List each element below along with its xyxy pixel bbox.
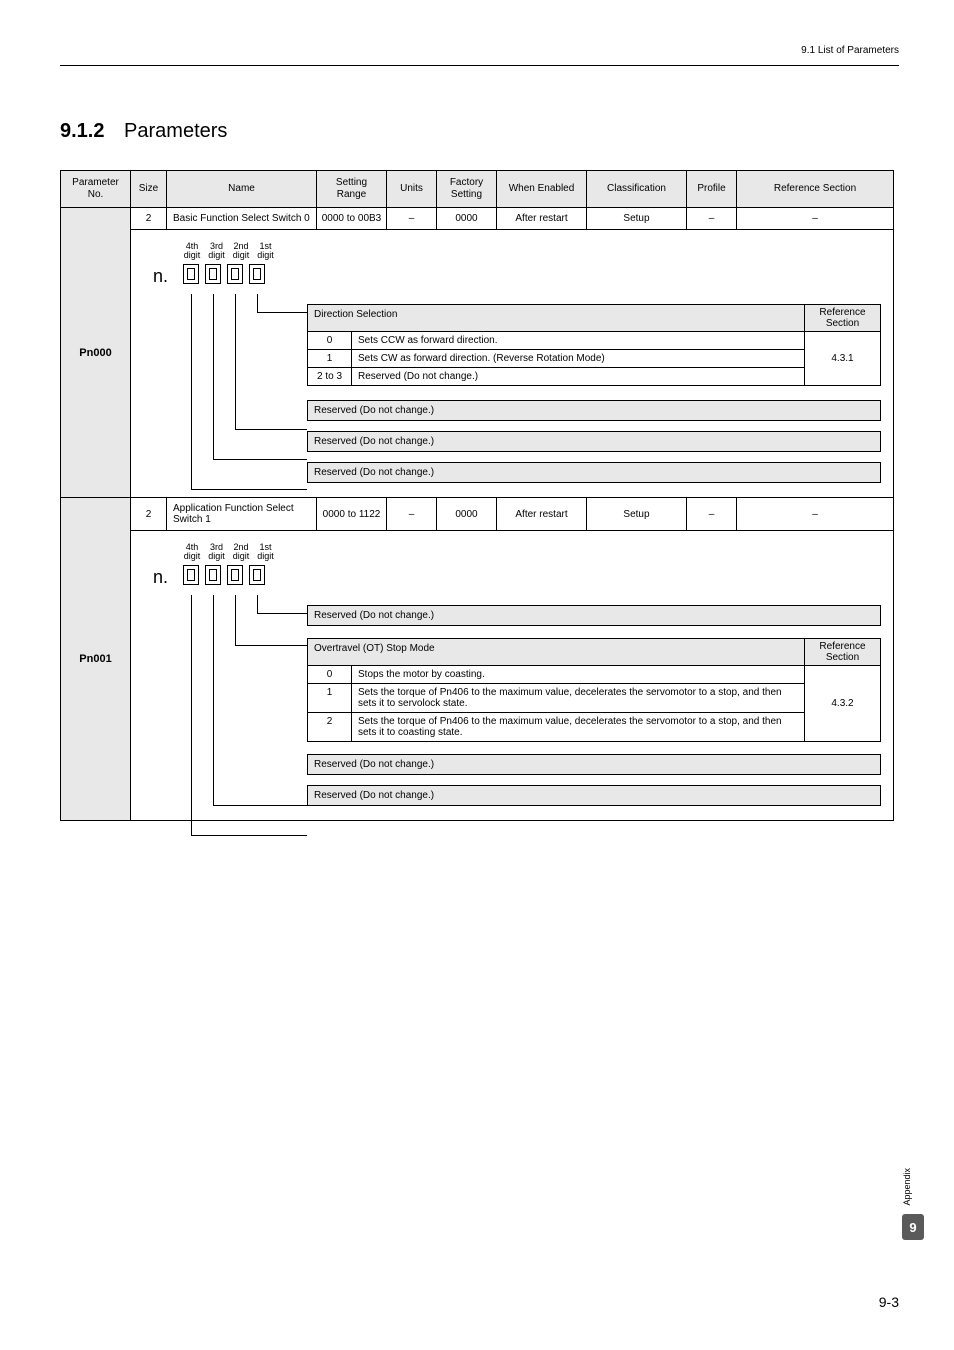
sub-code: 0: [308, 666, 352, 683]
sub-header-ref: Reference Section: [804, 305, 880, 331]
digit-box-icon: [227, 264, 243, 284]
table-row: Pn000 2 Basic Function Select Switch 0 0…: [61, 208, 894, 230]
sub-header-title: Direction Selection: [314, 309, 798, 327]
profile-cell: –: [687, 208, 737, 230]
section-heading: Parameters: [124, 120, 227, 142]
factory-setting-cell: 0000: [437, 208, 497, 230]
when-enabled-cell: After restart: [497, 498, 587, 531]
breadcrumb: 9.1 List of Parameters: [801, 45, 899, 56]
table-row: Pn001 2 Application Function Select Swit…: [61, 498, 894, 531]
sub-code: 1: [308, 350, 352, 367]
col-when-enabled: When Enabled: [497, 171, 587, 208]
when-enabled-cell: After restart: [497, 208, 587, 230]
sub-row: 2 Sets the torque of Pn406 to the maximu…: [307, 713, 805, 742]
sub-ref-value: 4.3.1: [805, 332, 881, 386]
col-reference-section: Reference Section: [737, 171, 894, 208]
sub-header-ref: Reference Section: [804, 639, 880, 665]
reference-section-cell: –: [737, 208, 894, 230]
digit-box-icon: [205, 264, 221, 284]
digit-sub: digit: [230, 552, 252, 561]
profile-cell: –: [687, 498, 737, 531]
sub-desc: Sets the torque of Pn406 to the maximum …: [352, 684, 804, 712]
digit-sub: digit: [181, 251, 203, 260]
param-no-cell: Pn000: [61, 208, 131, 498]
units-cell: –: [387, 208, 437, 230]
header-rule: [60, 65, 899, 66]
n-prefix: n.: [153, 567, 168, 588]
name-cell: Basic Function Select Switch 0: [167, 208, 317, 230]
classification-cell: Setup: [587, 498, 687, 531]
reserved-bar: Reserved (Do not change.): [307, 785, 881, 806]
digit-sub: digit: [255, 552, 277, 561]
section-number: 9.1.2: [60, 120, 104, 142]
digit-box-icon: [249, 565, 265, 585]
col-classification: Classification: [587, 171, 687, 208]
digit-sub: digit: [230, 251, 252, 260]
side-tab-chapter: 9: [902, 1214, 924, 1240]
detail-cell: 4th 3rd 2nd 1st digit digit digit digit …: [131, 230, 894, 498]
digit-sub: digit: [206, 251, 228, 260]
n-prefix: n.: [153, 266, 168, 287]
reserved-bar: Reserved (Do not change.): [307, 754, 881, 775]
digit-sub: digit: [181, 552, 203, 561]
col-profile: Profile: [687, 171, 737, 208]
reserved-bar: Reserved (Do not change.): [307, 462, 881, 483]
sub-row: 1 Sets CW as forward direction. (Reverse…: [307, 350, 805, 368]
page-number: 9-3: [879, 1294, 899, 1310]
sub-header-title: Overtravel (OT) Stop Mode: [314, 643, 798, 661]
col-size: Size: [131, 171, 167, 208]
detail-cell: 4th 3rd 2nd 1st digit digit digit digit …: [131, 531, 894, 821]
digit-indicator: 4th 3rd 2nd 1st digit digit digit digit …: [143, 543, 881, 595]
sub-header: Direction Selection Reference Section: [307, 304, 881, 332]
setting-range-cell: 0000 to 00B3: [317, 208, 387, 230]
classification-cell: Setup: [587, 208, 687, 230]
reserved-bar: Reserved (Do not change.): [307, 605, 881, 626]
col-name: Name: [167, 171, 317, 208]
digit-indicator: 4th 3rd 2nd 1st digit digit digit digit …: [143, 242, 881, 294]
sub-header: Overtravel (OT) Stop Mode Reference Sect…: [307, 638, 881, 666]
sub-desc: Reserved (Do not change.): [352, 368, 804, 385]
side-tab-label: Appendix: [902, 1168, 912, 1206]
name-cell: Application Function Select Switch 1: [167, 498, 317, 531]
digit-sub: digit: [255, 251, 277, 260]
reserved-bar: Reserved (Do not change.): [307, 431, 881, 452]
size-cell: 2: [131, 208, 167, 230]
param-no-cell: Pn001: [61, 498, 131, 821]
digit-box-icon: [249, 264, 265, 284]
sub-ref-value: 4.3.2: [805, 666, 881, 742]
digit-sub: digit: [206, 552, 228, 561]
size-cell: 2: [131, 498, 167, 531]
sub-row: 0 Stops the motor by coasting.: [307, 666, 805, 684]
sub-desc: Sets the torque of Pn406 to the maximum …: [352, 713, 804, 741]
setting-range-cell: 0000 to 1122: [317, 498, 387, 531]
col-setting-range: Setting Range: [317, 171, 387, 208]
sub-desc: Sets CCW as forward direction.: [352, 332, 804, 349]
sub-code: 2 to 3: [308, 368, 352, 385]
table-header-row: Parameter No. Size Name Setting Range Un…: [61, 171, 894, 208]
sub-code: 1: [308, 684, 352, 712]
reserved-bar: Reserved (Do not change.): [307, 400, 881, 421]
digit-box-icon: [183, 565, 199, 585]
sub-code: 2: [308, 713, 352, 741]
reference-section-cell: –: [737, 498, 894, 531]
digit-box-icon: [205, 565, 221, 585]
sub-row: 1 Sets the torque of Pn406 to the maximu…: [307, 684, 805, 713]
table-detail-row: 4th 3rd 2nd 1st digit digit digit digit …: [61, 531, 894, 821]
digit-box-icon: [183, 264, 199, 284]
side-tab: Appendix 9: [902, 1168, 924, 1240]
factory-setting-cell: 0000: [437, 498, 497, 531]
col-param-no: Parameter No.: [61, 171, 131, 208]
digit-box-icon: [227, 565, 243, 585]
section-title: 9.1.2 Parameters: [60, 120, 227, 143]
col-units: Units: [387, 171, 437, 208]
col-factory-setting: Factory Setting: [437, 171, 497, 208]
parameter-table: Parameter No. Size Name Setting Range Un…: [60, 170, 894, 821]
sub-code: 0: [308, 332, 352, 349]
sub-desc: Stops the motor by coasting.: [352, 666, 804, 683]
sub-row: 0 Sets CCW as forward direction.: [307, 332, 805, 350]
table-detail-row: 4th 3rd 2nd 1st digit digit digit digit …: [61, 230, 894, 498]
units-cell: –: [387, 498, 437, 531]
sub-row: 2 to 3 Reserved (Do not change.): [307, 368, 805, 386]
sub-desc: Sets CW as forward direction. (Reverse R…: [352, 350, 804, 367]
